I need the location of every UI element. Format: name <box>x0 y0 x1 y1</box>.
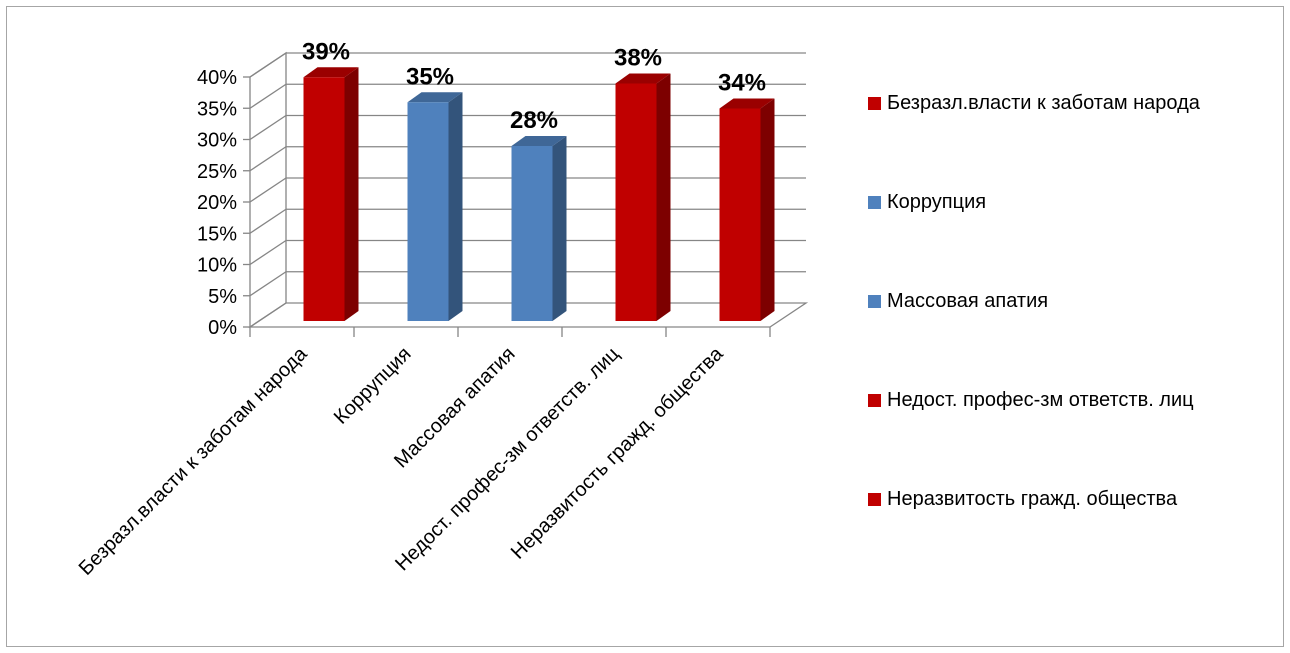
data-labels: 39% 35% 28% 38% 34% <box>302 38 766 134</box>
x-tick-label: Недост. профес-зм ответств. лиц <box>391 343 623 575</box>
bar-top <box>615 73 671 84</box>
bar-side <box>656 73 671 321</box>
bar-front <box>615 83 657 321</box>
y-tick-label: 10% <box>197 255 237 277</box>
legend-entry: Неразвитость гражд. общества <box>868 488 1177 511</box>
data-label: 28% <box>510 107 558 134</box>
bar-side <box>448 92 463 321</box>
y-tick-label: 40% <box>197 67 237 89</box>
legend-entry: Массовая апатия <box>868 290 1048 313</box>
bar-front <box>303 77 345 321</box>
bar-side <box>552 136 567 321</box>
legend-swatch <box>868 394 881 407</box>
legend-label: Коррупция <box>887 191 987 213</box>
y-tick-label: 20% <box>197 192 237 214</box>
legend-label: Массовая апатия <box>887 290 1049 312</box>
legend-swatch <box>868 295 881 308</box>
floor-outline <box>247 302 809 328</box>
y-tick-label: 25% <box>197 161 237 183</box>
legend-swatch <box>868 97 881 110</box>
legend-swatch <box>868 196 881 209</box>
y-tick-label: 5% <box>208 286 237 308</box>
y-tick-label: 15% <box>197 223 237 245</box>
data-label: 39% <box>302 38 350 65</box>
legend-label: Безразл.власти к заботам народа <box>887 92 1200 114</box>
bar-front <box>511 146 553 321</box>
bar <box>511 136 567 321</box>
bar <box>303 67 359 321</box>
bar-side <box>760 98 775 321</box>
legend-entry: Недост. профес-зм ответств. лиц <box>868 389 1194 412</box>
bar-side <box>344 67 359 321</box>
bar-top <box>303 67 359 78</box>
bar-front <box>719 108 761 321</box>
bar <box>407 92 463 321</box>
data-label: 35% <box>406 63 454 90</box>
bar-front <box>407 102 449 321</box>
bars <box>303 67 775 321</box>
data-label: 34% <box>718 70 766 97</box>
legend-label: Неразвитость гражд. общества <box>887 488 1178 510</box>
legend-entry: Коррупция <box>868 191 986 214</box>
data-label: 38% <box>614 45 662 72</box>
y-tick-label: 30% <box>197 130 237 152</box>
bar <box>615 73 671 321</box>
legend-swatch <box>868 493 881 506</box>
x-tick-label: Коррупция <box>330 343 416 429</box>
legend-entry: Безразл.власти к заботам народа <box>868 92 1200 115</box>
y-tick-label: 0% <box>208 317 237 339</box>
bar-top <box>511 136 567 146</box>
y-tick-label: 35% <box>197 98 237 120</box>
x-tick-label: Неразвитость гражд. общества <box>507 342 728 563</box>
bar-top <box>407 92 463 103</box>
y-axis-ticks: 0% 5% 10% 15% 20% 25% 30% 35% 40% <box>197 67 237 339</box>
gridline <box>249 52 806 78</box>
x-axis-ticks: Безразл.власти к заботам народа Коррупция… <box>75 327 771 580</box>
x-tick-label: Безразл.власти к заботам народа <box>75 342 312 579</box>
bar <box>719 98 775 321</box>
bar-top <box>719 98 775 109</box>
legend-label: Недост. профес-зм ответств. лиц <box>887 389 1194 411</box>
chart-floor <box>247 302 809 328</box>
